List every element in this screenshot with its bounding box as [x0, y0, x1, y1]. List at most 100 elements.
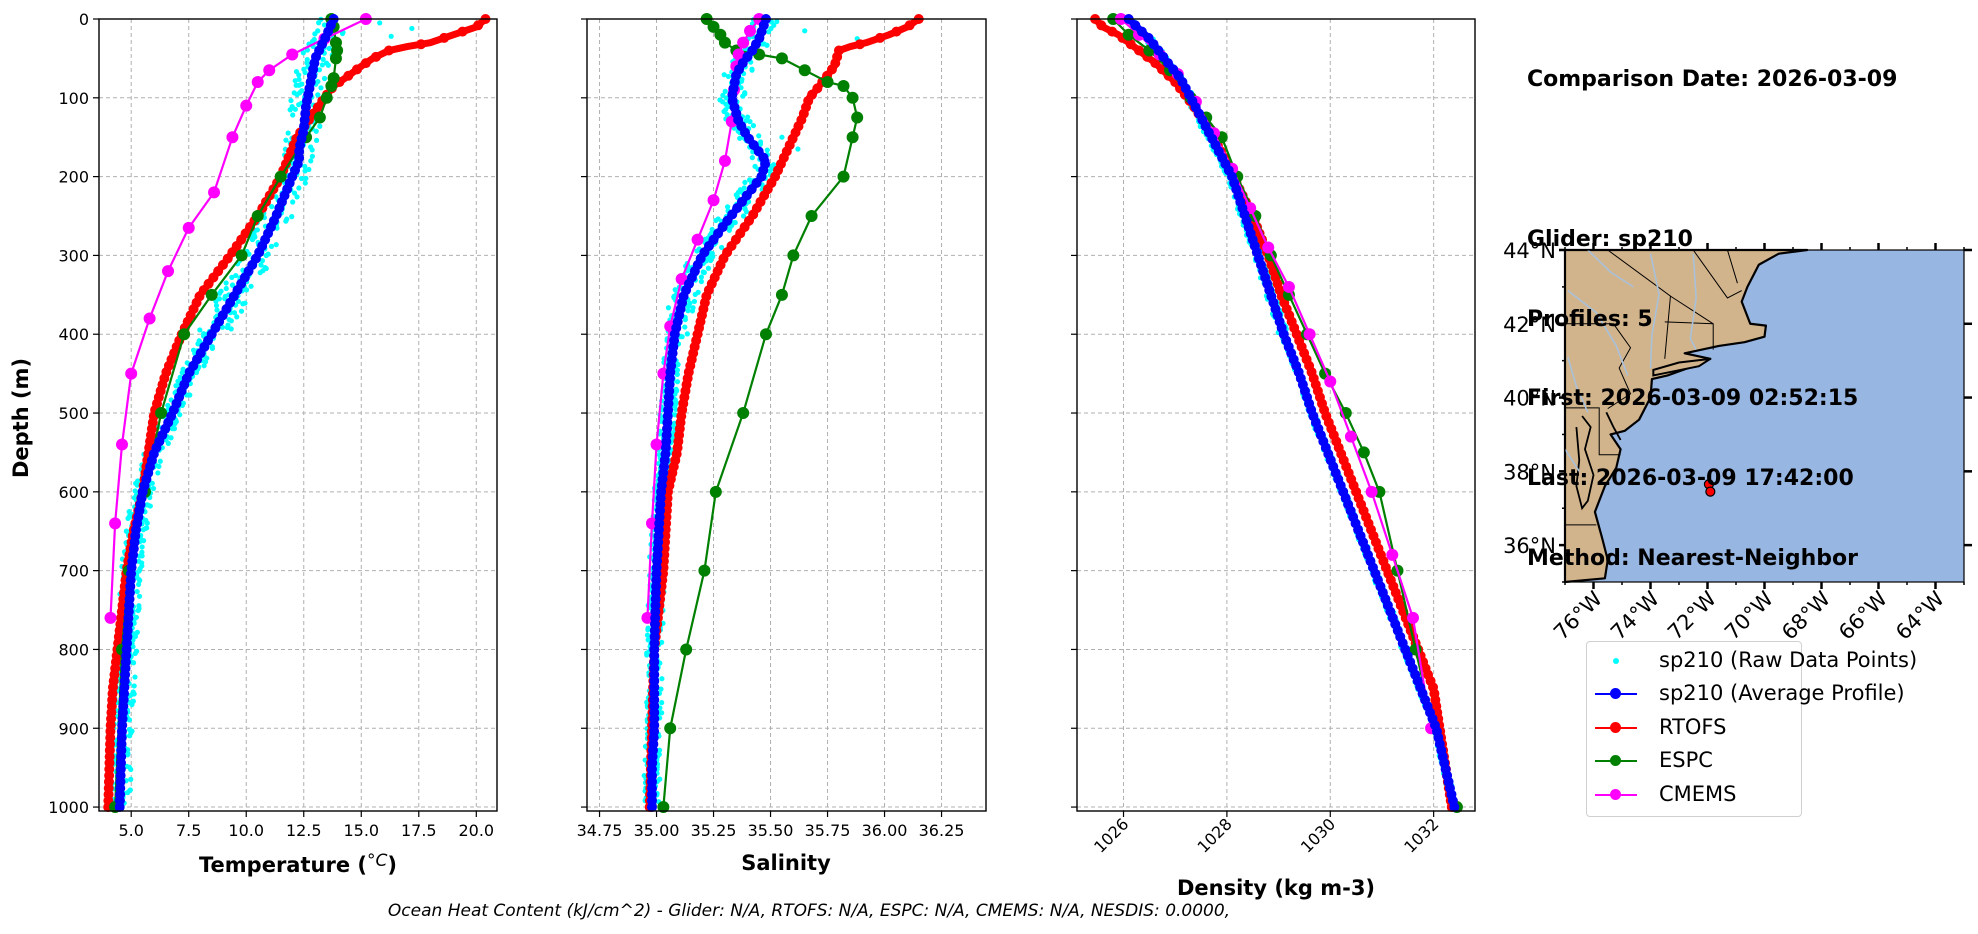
raw-point	[682, 317, 688, 323]
raw-point	[197, 327, 203, 333]
raw-point	[691, 298, 698, 305]
comparison-date: Comparison Date: 2026-03-09	[1527, 67, 1898, 93]
raw-point	[750, 123, 757, 129]
raw-point	[130, 644, 136, 650]
series-point	[1107, 26, 1118, 37]
lat-label: 36°N	[1503, 534, 1556, 558]
raw-point	[743, 118, 749, 124]
series-point	[473, 20, 484, 31]
raw-point	[732, 219, 738, 226]
series-point	[691, 233, 704, 246]
series-point	[274, 170, 287, 183]
raw-point	[684, 331, 690, 337]
raw-point	[317, 123, 323, 129]
raw-point	[248, 283, 254, 289]
x-tick-label: 35.25	[691, 821, 737, 840]
river	[1567, 289, 1629, 376]
raw-point	[231, 310, 238, 316]
y-axis-label: Depth (m)	[9, 358, 33, 478]
x-tick-label: 36.00	[862, 821, 908, 840]
raw-point	[692, 291, 698, 298]
series-point	[1282, 280, 1295, 293]
raw-point	[229, 282, 236, 288]
raw-point	[125, 789, 131, 796]
legend-item-average: sp210 (Average Profile)	[1587, 679, 1905, 709]
raw-point	[321, 75, 328, 82]
y-tick-label: 100	[58, 89, 89, 108]
raw-point	[291, 190, 298, 196]
y-tick-label: 400	[58, 325, 89, 344]
series-point	[837, 170, 850, 183]
raw-point	[131, 683, 137, 689]
raw-point	[293, 82, 299, 88]
raw-point	[144, 520, 150, 526]
lat-label: 42°N	[1503, 313, 1556, 337]
comparison-info: Comparison Date: 2026-03-09 Glider: sp21…	[1527, 14, 1897, 599]
series-point	[709, 485, 722, 498]
raw-point	[169, 426, 175, 432]
series-point	[846, 91, 859, 104]
raw-point	[694, 248, 700, 254]
series-point	[104, 611, 117, 624]
raw-point	[273, 242, 279, 248]
raw-point	[743, 209, 749, 215]
raw-point	[294, 194, 300, 200]
raw-point	[288, 97, 294, 104]
series-espc	[657, 13, 864, 814]
raw-point	[296, 185, 302, 191]
raw-point	[316, 20, 322, 26]
raw-point	[672, 287, 678, 293]
raw-point	[685, 303, 692, 309]
raw-point	[644, 652, 650, 658]
state-border	[1726, 249, 1738, 284]
series-point	[263, 64, 276, 77]
x-tick-label: 35.75	[805, 821, 851, 840]
raw-point	[339, 30, 346, 37]
series-point	[208, 186, 221, 199]
series-point	[1122, 28, 1135, 41]
series-cmems	[1114, 13, 1438, 735]
raw-point	[289, 214, 295, 220]
raw-point	[315, 92, 321, 98]
raw-point	[670, 424, 676, 430]
series-point	[775, 52, 788, 65]
raw-point	[313, 137, 320, 143]
legend-item-cmems: CMEMS	[1587, 780, 1801, 810]
series-point	[286, 48, 299, 61]
raw-point	[698, 278, 705, 285]
legend-label-raw: sp210 (Raw Data Points)	[1659, 648, 1918, 672]
y-tick-label: 1000	[48, 798, 89, 817]
raw-point	[226, 316, 232, 323]
legend-item-rtofs: RTOFS	[1587, 713, 1801, 743]
raw-point	[321, 22, 328, 28]
x-tick-label: 12.5	[286, 821, 322, 840]
raw-point	[296, 102, 302, 108]
salinity-x-label: Salinity	[741, 851, 831, 875]
raw-point	[179, 369, 185, 376]
raw-point	[645, 627, 651, 633]
x-tick-label: 36.25	[919, 821, 965, 840]
series-point	[904, 20, 915, 31]
raw-point	[749, 66, 755, 72]
raw-point	[682, 324, 688, 330]
series-point	[143, 312, 156, 325]
series-point	[707, 194, 720, 207]
raw-point	[740, 93, 746, 99]
series-point	[1324, 375, 1337, 388]
raw-point	[747, 118, 753, 125]
series-point	[240, 99, 253, 112]
raw-point	[766, 29, 772, 35]
raw-point	[302, 168, 308, 174]
series-point	[109, 517, 122, 530]
raw-point	[685, 308, 691, 314]
raw-point	[700, 269, 706, 275]
lat-label: 44°N	[1503, 239, 1556, 263]
legend-label-rtofs: RTOFS	[1659, 715, 1727, 739]
axes-frame	[1076, 18, 1476, 812]
raw-point	[139, 549, 145, 555]
series-point	[1262, 241, 1275, 254]
series-point	[744, 24, 757, 37]
series-point	[718, 154, 731, 167]
river	[1564, 448, 1580, 472]
series-point	[891, 26, 902, 37]
